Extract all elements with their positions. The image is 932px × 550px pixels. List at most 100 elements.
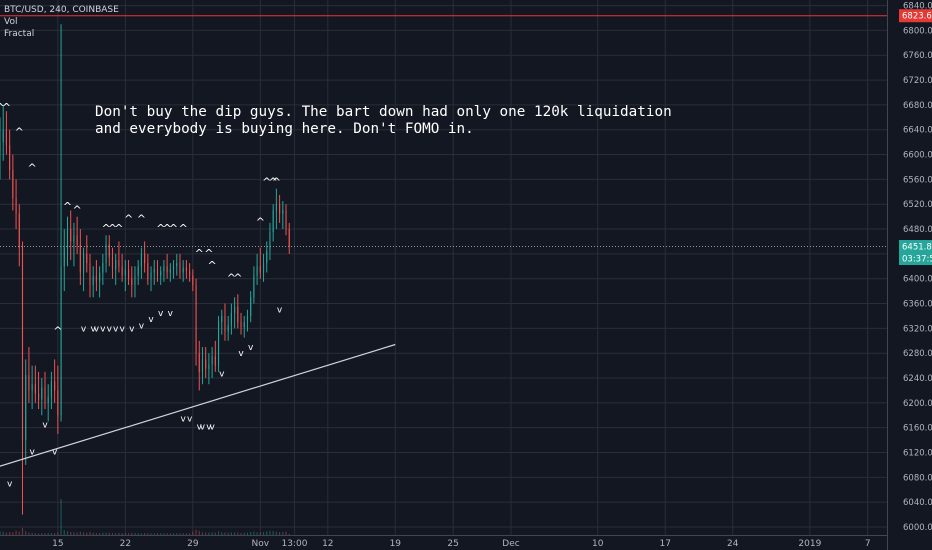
fractal-up-marker: ^ (124, 213, 133, 226)
candle-body (262, 263, 265, 273)
fractal-down-marker: v (81, 324, 87, 334)
candle-body (44, 387, 46, 403)
price-axis-label: 6760.00 (903, 51, 932, 61)
candle-body (192, 275, 194, 285)
volume-bar (243, 532, 245, 535)
candle-body (89, 263, 91, 285)
volume-bar (285, 531, 287, 535)
fractal-down-marker: v (158, 309, 164, 319)
time-axis-label: Dec (502, 539, 519, 549)
candle-body (41, 387, 43, 400)
fractal-up-marker: ^ (2, 101, 11, 114)
volume-bar (118, 532, 120, 535)
candle-body (2, 129, 4, 143)
volume-bar (147, 533, 149, 535)
countdown-tag-bg (899, 252, 932, 266)
symbol-line[interactable]: BTC/USD, 240, COINBASE (4, 5, 119, 15)
fractal-up-marker: ^ (114, 222, 123, 235)
countdown-tag: 03:37:53 (902, 255, 932, 265)
volume-bar (102, 532, 104, 535)
fractal-up-marker: ^ (272, 175, 281, 188)
volume-bar (76, 532, 78, 535)
fractal-up-marker: ^ (28, 162, 37, 175)
fractal-up-marker: ^ (0, 101, 5, 114)
chart-legend: BTC/USD, 240, COINBASE Vol Fractal (4, 4, 119, 40)
volume-bar (28, 532, 30, 535)
last-price-tag: 6451.87 (902, 243, 932, 253)
candle-body (279, 204, 281, 214)
candle-body (99, 272, 101, 282)
candle-body (195, 284, 197, 354)
volume-indicator-label[interactable]: Vol (4, 17, 18, 27)
fractal-down-marker: v (187, 414, 193, 424)
fractal-up-marker: ^ (207, 259, 216, 272)
candle-body (47, 396, 49, 403)
time-axis-label: 10 (592, 539, 604, 549)
price-axis-label: 6240.00 (903, 374, 932, 384)
volume-bar (124, 533, 126, 535)
volume-bar (38, 533, 40, 535)
volume-bar (54, 533, 56, 535)
volume-bar (111, 533, 114, 535)
volume-bar (189, 533, 191, 535)
time-axis-label: 2019 (798, 539, 821, 549)
price-axis-label: 6840.00 (903, 2, 932, 12)
candle-body (50, 381, 52, 397)
candle-body (118, 260, 120, 267)
annotation-line-2: and everybody is buying here. Don't FOMO… (95, 121, 474, 137)
volume-bar (256, 532, 258, 535)
price-axis-label: 6600.00 (903, 151, 932, 161)
fractal-up-marker: ^ (227, 272, 236, 285)
time-axis-label: 25 (447, 539, 458, 549)
fractal-down-marker: v (100, 324, 106, 334)
candle-body (272, 210, 274, 233)
time-axis-label: 22 (120, 539, 131, 549)
volume-bar (217, 531, 220, 535)
fractal-down-marker: v (129, 324, 135, 334)
time-axis-label: 19 (390, 539, 402, 549)
candle-body (66, 229, 69, 248)
fractal-down-marker: v (107, 324, 113, 334)
candle-body (60, 266, 62, 416)
time-axis-label: 12 (322, 539, 333, 549)
chart-annotation[interactable]: Don't buy the dip guys. The bart down ha… (95, 104, 672, 138)
candle-body (21, 247, 24, 441)
price-axis-label: 6480.00 (903, 225, 932, 235)
volume-bar (237, 532, 239, 535)
candle-body (243, 322, 245, 328)
volume-bar (253, 531, 255, 535)
price-axis-label: 6360.00 (903, 300, 932, 310)
volume-bar (115, 533, 117, 535)
fractal-up-marker: ^ (169, 222, 178, 235)
fractal-up-marker: ^ (256, 216, 265, 229)
fractal-indicator-label[interactable]: Fractal (4, 29, 35, 39)
candle-body (144, 253, 146, 264)
candle-body (92, 275, 94, 285)
volume-bar (99, 533, 101, 535)
candle-body (185, 267, 187, 272)
volume-bar (150, 533, 152, 535)
price-axis-label: 6120.00 (903, 449, 932, 459)
time-axis-label: 15 (52, 539, 63, 549)
volume-bar (89, 532, 91, 535)
volume-bar (140, 533, 142, 535)
fractal-up-marker: ^ (15, 126, 24, 139)
price-axis-label: 6560.00 (903, 175, 932, 185)
alert-price-tag-bg (899, 9, 932, 23)
candle-body (18, 213, 20, 248)
candle-body (259, 266, 261, 273)
fractal-up-marker: ^ (137, 213, 146, 226)
fractal-up-marker: ^ (179, 222, 188, 235)
volume-bar (230, 532, 232, 535)
candle-body (182, 267, 184, 273)
volume-bar (57, 532, 59, 535)
volume-bar (163, 533, 165, 535)
fractal-down-marker: v (52, 447, 58, 457)
fractal-down-marker: v (7, 480, 13, 490)
candle-body (63, 247, 65, 267)
volume-bar (82, 532, 85, 535)
volume-bar (0, 531, 1, 535)
candle-body (253, 275, 255, 298)
